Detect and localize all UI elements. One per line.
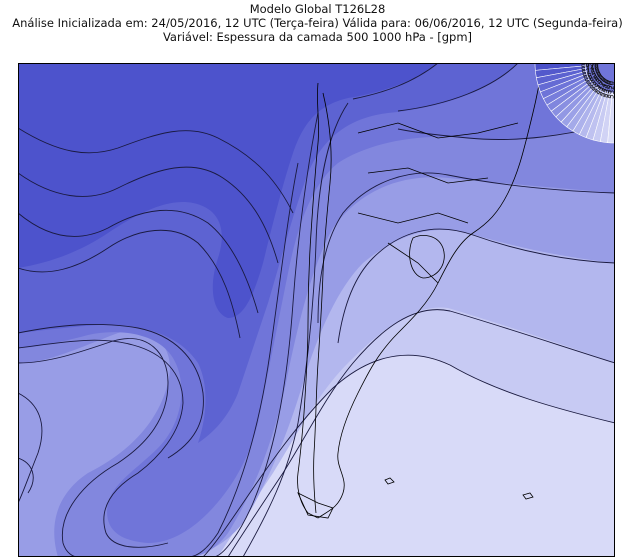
legend-label: 5350 bbox=[604, 80, 614, 99]
legend-label: 5320 bbox=[607, 81, 615, 99]
contour-line bbox=[317, 172, 615, 324]
coastlines bbox=[297, 63, 544, 519]
country-borders bbox=[357, 122, 519, 284]
south-georgia bbox=[522, 492, 534, 500]
contour-line bbox=[18, 229, 241, 339]
contour-line bbox=[18, 166, 279, 264]
legend-label: 5800 bbox=[581, 63, 599, 69]
contour-line bbox=[202, 354, 615, 557]
map-border bbox=[18, 63, 615, 557]
south-america-east-coast bbox=[317, 63, 544, 519]
model-title: Modelo Global T126L28 bbox=[249, 2, 386, 16]
band-darkest bbox=[18, 63, 438, 318]
contour-line bbox=[242, 102, 349, 557]
variable-line: Variável: Espessura da camada 500 1000 h… bbox=[162, 30, 473, 44]
andes-border bbox=[313, 92, 332, 514]
contour-line bbox=[18, 457, 34, 494]
tierra-del-fuego bbox=[297, 492, 334, 519]
contour-line bbox=[227, 309, 615, 557]
contour-line bbox=[337, 228, 615, 344]
legend-label: 5740 bbox=[581, 63, 600, 75]
falkland-islands bbox=[384, 477, 395, 485]
legend-label: 5770 bbox=[580, 63, 599, 72]
contour-line bbox=[187, 162, 299, 557]
color-scale-legend: 5800577057405710568056505620559055605530… bbox=[534, 63, 615, 144]
contour-line bbox=[397, 63, 519, 112]
contour-lines bbox=[18, 63, 615, 557]
legend-wedge bbox=[607, 92, 615, 144]
thickness-map: 5800 5770 5740 5710 5680 5650 5620 5590 5560 5530… bbox=[18, 63, 615, 557]
map-canvas: 5800577057405710568056505620559055605530… bbox=[18, 63, 615, 557]
contour-line bbox=[18, 338, 169, 557]
contour-line bbox=[18, 392, 43, 504]
contour-line bbox=[352, 63, 439, 100]
legend-label: 5380 bbox=[601, 79, 613, 98]
south-america-west-coast bbox=[297, 82, 319, 519]
contour-line bbox=[212, 112, 319, 557]
map-title-block: Modelo Global T126L28 Análise Inicializa… bbox=[0, 2, 635, 44]
rio-de-la-plata bbox=[409, 235, 445, 279]
contour-line bbox=[18, 127, 294, 214]
analysis-validity-line: Análise Inicializada em: 24/05/2016, 12 … bbox=[12, 16, 623, 30]
contour-line bbox=[18, 323, 204, 459]
contour-line bbox=[18, 209, 259, 314]
